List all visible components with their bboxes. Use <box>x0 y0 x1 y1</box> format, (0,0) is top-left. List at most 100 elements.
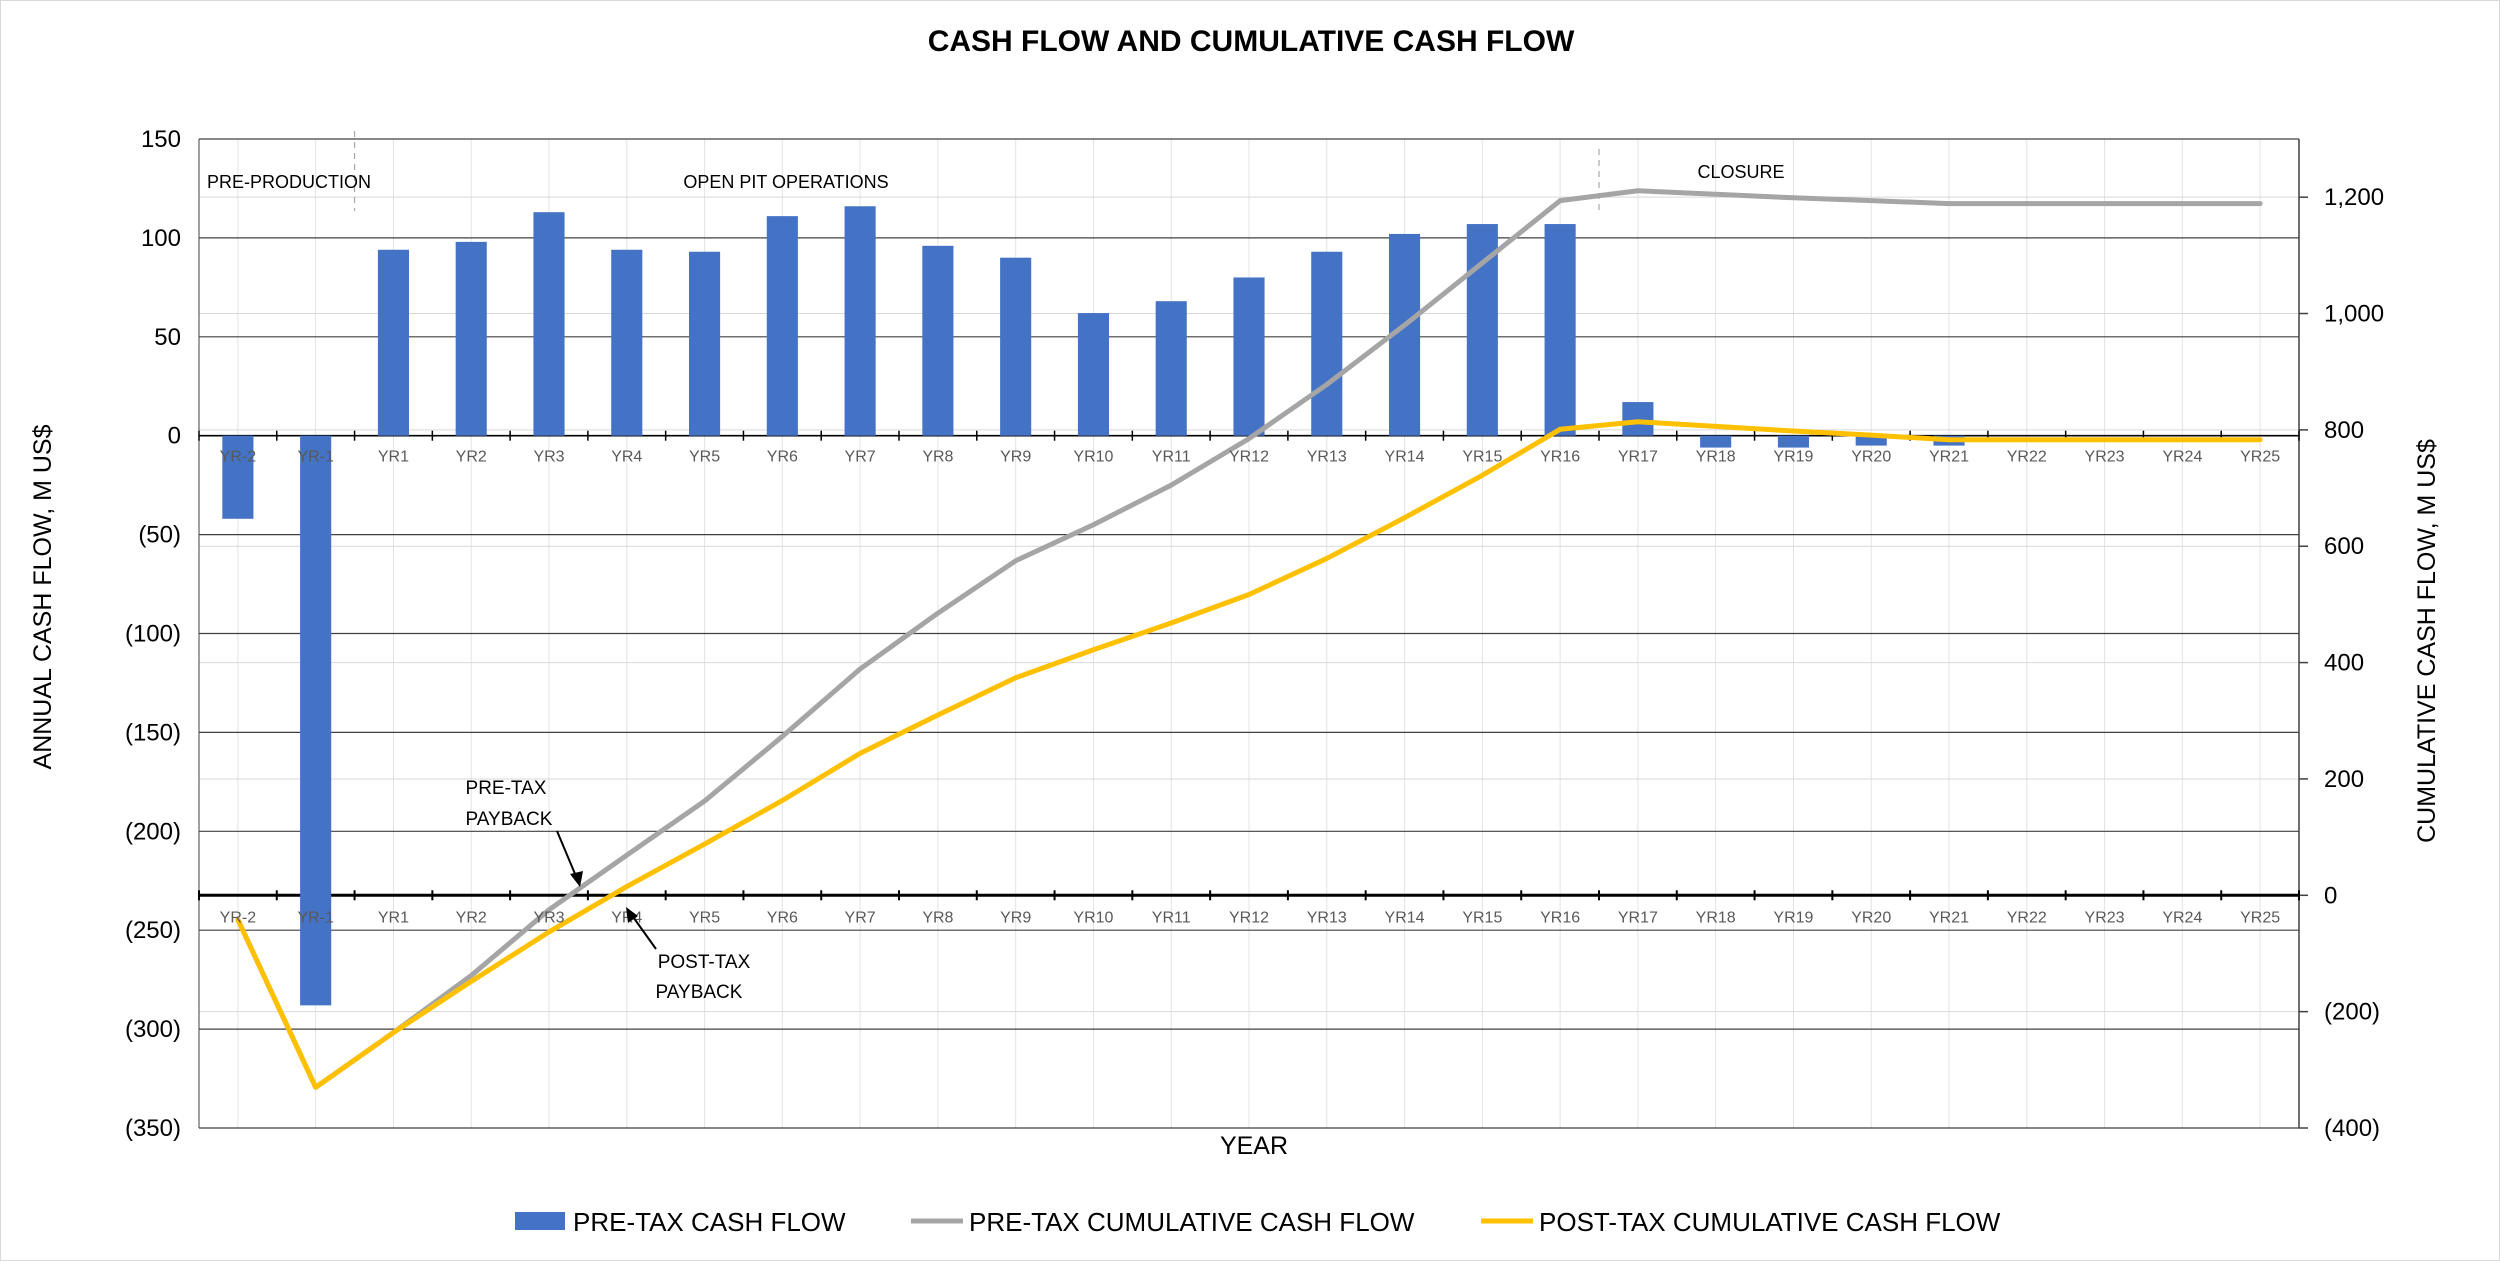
right-tick-label: 800 <box>2324 417 2364 444</box>
x-category-label: YR4 <box>611 449 642 466</box>
phase-label-operations: OPEN PIT OPERATIONS <box>683 172 888 192</box>
legend-swatch-bar <box>515 1212 565 1230</box>
x-category-label: YR5 <box>689 909 720 926</box>
bar-pretax-cash-flow <box>1233 277 1265 436</box>
left-tick-label: (300) <box>125 1016 181 1043</box>
posttax-payback-annotation: POST-TAX PAYBACK <box>626 907 751 1003</box>
y-axis-label-left: ANNUAL CASH FLOW, M US$ <box>29 424 57 769</box>
legend-item-pretax-cash-flow: PRE-TAX CASH FLOW <box>515 1207 846 1237</box>
bar-pretax-cash-flow <box>844 206 876 436</box>
x-category-labels: YR-2YR-2YR-1YR-1YR1YR1YR2YR2YR3YR3YR4YR4… <box>220 449 2281 927</box>
x-category-label: YR23 <box>2085 909 2125 926</box>
left-tick-label: (350) <box>125 1115 181 1142</box>
phase-separators <box>353 131 1600 213</box>
bar-pretax-cash-flow <box>1155 301 1187 436</box>
x-category-label: YR24 <box>2162 909 2202 926</box>
x-category-label: YR6 <box>767 909 798 926</box>
x-category-label: YR10 <box>1073 449 1113 466</box>
x-category-label: YR16 <box>1540 909 1580 926</box>
x-category-label: YR11 <box>1152 909 1191 926</box>
x-category-label: YR22 <box>2007 449 2047 466</box>
x-category-label: YR21 <box>1929 449 1969 466</box>
posttax-payback-label-line1: POST-TAX <box>658 952 751 973</box>
pretax-payback-arrowhead <box>570 871 583 887</box>
x-category-label: YR9 <box>1000 909 1031 926</box>
pretax-payback-label-line1: PRE-TAX <box>466 778 547 799</box>
x-category-label: YR8 <box>922 909 953 926</box>
line-posttax-cumulative <box>235 419 2263 1090</box>
line-series <box>235 188 2263 1090</box>
x-category-label: YR-1 <box>297 909 334 926</box>
x-category-label: YR22 <box>2007 909 2047 926</box>
x-category-label: YR13 <box>1307 449 1347 466</box>
right-tick-label: 600 <box>2324 533 2364 560</box>
legend: PRE-TAX CASH FLOW PRE-TAX CUMULATIVE CAS… <box>515 1207 2001 1237</box>
legend-label-pretax-cumulative: PRE-TAX CUMULATIVE CASH FLOW <box>969 1207 1415 1237</box>
x-category-label: YR19 <box>1773 449 1813 466</box>
x-category-label: YR18 <box>1696 449 1736 466</box>
bar-pretax-cash-flow <box>1466 224 1498 436</box>
x-category-label: YR24 <box>2162 449 2202 466</box>
x-category-label: YR1 <box>378 449 409 466</box>
left-tick-labels: 150 100 50 0 (50) (100) (150) (200) (250) (300) (3… <box>125 126 181 1142</box>
x-category-label: YR1 <box>378 909 409 926</box>
right-tick-label: 200 <box>2324 766 2364 793</box>
x-category-label: YR9 <box>1000 449 1031 466</box>
posttax-payback-arrowhead <box>626 907 638 923</box>
x-category-label: YR14 <box>1385 909 1425 926</box>
left-tick-label: (150) <box>125 719 181 746</box>
x-category-label: YR6 <box>767 449 798 466</box>
chart-title: CASH FLOW AND CUMULATIVE CASH FLOW <box>928 25 1575 58</box>
x-category-label: YR3 <box>533 449 564 466</box>
bar-pretax-cash-flow <box>766 216 798 436</box>
left-tick-label: 150 <box>141 126 181 153</box>
x-category-label: YR12 <box>1229 449 1269 466</box>
right-tick-label: (200) <box>2324 999 2380 1026</box>
bar-pretax-cash-flow <box>533 212 565 436</box>
x-category-label: YR2 <box>456 449 487 466</box>
right-tick-label: 1,000 <box>2324 301 2384 328</box>
pretax-payback-label-line2: PAYBACK <box>466 809 553 830</box>
x-category-label: YR16 <box>1540 449 1580 466</box>
bar-pretax-cash-flow <box>1544 224 1576 436</box>
bar-pretax-cash-flow <box>1077 313 1109 436</box>
left-tick-label: (250) <box>125 917 181 944</box>
bar-pretax-cash-flow <box>1311 251 1343 436</box>
x-category-label: YR14 <box>1385 449 1425 466</box>
x-category-label: YR10 <box>1073 909 1113 926</box>
bar-pretax-cash-flow <box>1700 435 1732 448</box>
bar-pretax-cash-flow <box>377 249 409 436</box>
x-category-label: YR21 <box>1929 909 1969 926</box>
x-category-label: YR19 <box>1773 909 1813 926</box>
left-tick-label: (50) <box>138 522 181 549</box>
x-category-label: YR20 <box>1851 909 1891 926</box>
x-category-label: YR7 <box>845 449 876 466</box>
phase-label-preproduction: PRE-PRODUCTION <box>207 172 371 192</box>
legend-label-pretax-cash-flow: PRE-TAX CASH FLOW <box>573 1207 846 1237</box>
right-tick-labels: 1,200 1,000 800 600 400 200 0 (200) (400) <box>2324 184 2384 1142</box>
legend-item-pretax-cumulative: PRE-TAX CUMULATIVE CASH FLOW <box>911 1207 1415 1237</box>
x-category-label: YR17 <box>1618 449 1658 466</box>
x-category-label: YR8 <box>922 449 953 466</box>
posttax-payback-label-line2: PAYBACK <box>656 982 743 1003</box>
legend-label-posttax-cumulative: POST-TAX CUMULATIVE CASH FLOW <box>1539 1207 2001 1237</box>
bar-pretax-cash-flow <box>689 251 721 436</box>
x-category-label: YR15 <box>1462 449 1502 466</box>
left-tick-label: 100 <box>141 225 181 252</box>
left-tick-label: 50 <box>154 324 181 351</box>
x-category-label: YR15 <box>1462 909 1502 926</box>
right-tick-label: 400 <box>2324 650 2364 677</box>
x-category-label: YR18 <box>1696 909 1736 926</box>
bar-pretax-cash-flow <box>300 435 332 1006</box>
x-category-label: YR7 <box>845 909 876 926</box>
x-category-label: YR-2 <box>220 909 257 926</box>
x-category-label: YR2 <box>456 909 487 926</box>
bar-pretax-cash-flow <box>222 435 254 519</box>
x-category-label: YR20 <box>1851 449 1891 466</box>
x-category-label: YR-2 <box>220 449 257 466</box>
x-axis-label: YEAR <box>1220 1132 1288 1160</box>
x-category-label: YR5 <box>689 449 720 466</box>
bar-pretax-cash-flow <box>922 245 954 436</box>
right-tick-label: 1,200 <box>2324 184 2384 211</box>
